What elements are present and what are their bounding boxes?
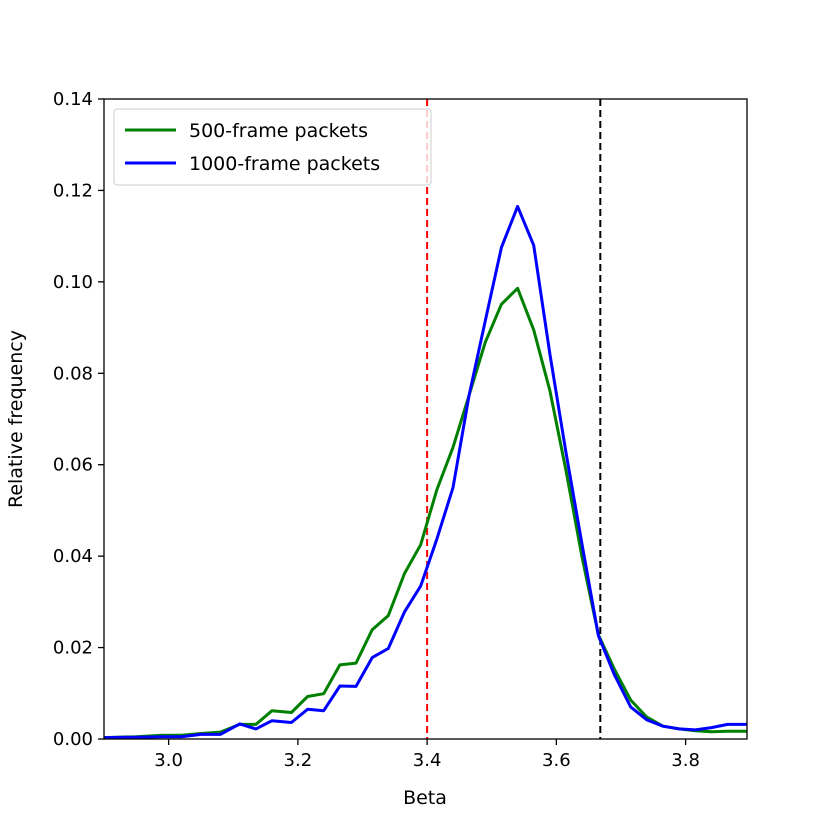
x-tick-label: 3.6 [542,750,571,771]
x-tick-label: 3.4 [413,750,442,771]
x-ticks: 3.0 3.2 3.4 3.6 3.8 [154,739,700,771]
series-line-1 [103,204,747,740]
legend-label-1000-frame: 1000-frame packets [189,153,380,175]
axes [103,98,748,740]
y-tick-label: 0.06 [53,455,93,476]
x-tick-label: 3.2 [284,750,313,771]
x-tick-label: 3.8 [671,750,700,771]
plot-frame [103,98,748,740]
y-axis-label: Relative frequency [5,330,27,508]
y-tick-label: 0.00 [53,729,93,750]
series-layer [103,204,747,740]
x-tick-label: 3.0 [154,750,183,771]
y-tick-label: 0.12 [53,180,93,201]
legend-label-500-frame: 500-frame packets [189,120,368,142]
reference-lines [426,99,602,739]
y-tick-label: 0.04 [53,546,93,567]
y-tick-label: 0.14 [53,89,93,110]
y-tick-label: 0.08 [53,363,93,384]
y-ticks: 0.00 0.02 0.04 0.06 0.08 0.10 0.12 0.14 [53,89,104,750]
y-tick-label: 0.10 [53,272,93,293]
y-tick-label: 0.02 [53,638,93,659]
x-axis-label: Beta [403,787,447,809]
legend-box [113,108,432,186]
legend: 500-frame packets 1000-frame packets [113,108,432,186]
